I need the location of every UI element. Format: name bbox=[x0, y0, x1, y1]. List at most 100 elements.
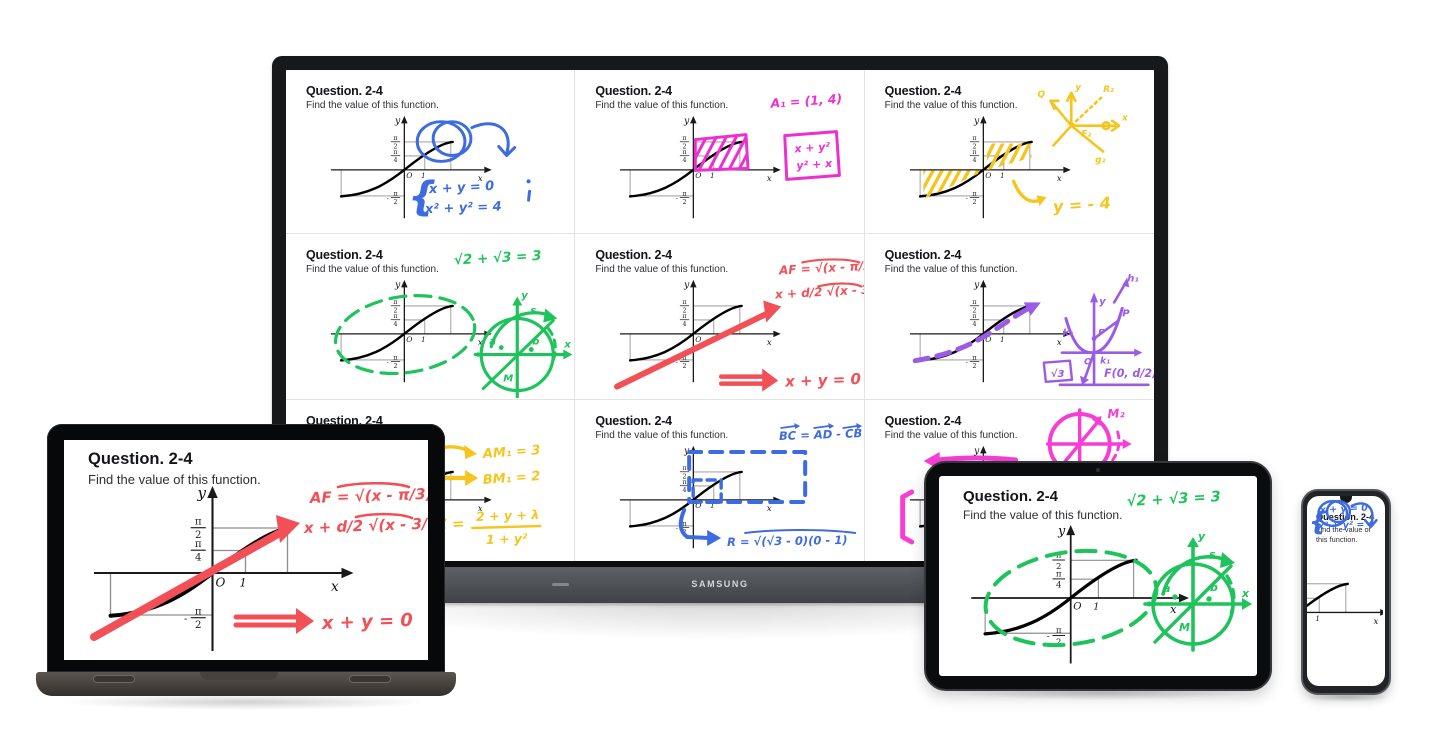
formula-3: x + y = 0 bbox=[784, 370, 862, 391]
question-title: Question. 2-4 bbox=[963, 488, 1059, 505]
circle-label-s: s bbox=[530, 305, 536, 316]
formula-2: x + d/2 √(x - 3/π) bbox=[774, 282, 864, 302]
label-y: y bbox=[1099, 296, 1106, 307]
brace: { bbox=[408, 174, 436, 220]
display-screen-edge bbox=[272, 561, 1168, 567]
box-line-2: y² + x bbox=[796, 157, 833, 173]
ink-annotation-magenta[interactable]: A₁ = (1, 4) x + y² y² + x bbox=[575, 70, 863, 233]
ray-label-R2: R₂ bbox=[1103, 85, 1114, 95]
subtitle-line-2: this function. bbox=[1316, 535, 1358, 544]
ink-annotation-green-tablet[interactable]: y s a b M x √2 + √3 = 3 bbox=[939, 476, 1257, 676]
whiteboard-cell-3[interactable]: Question. 2-4 Find the value of this fun… bbox=[864, 70, 1154, 234]
laptop: Question. 2-4 Find the value of this fun… bbox=[36, 424, 456, 700]
equation-2: x² + y² = 4 bbox=[1317, 519, 1375, 532]
whiteboard-cell-8[interactable]: Question. 2-4 Find the value of this fun… bbox=[575, 400, 865, 561]
hinge-left bbox=[94, 676, 134, 682]
question-subtitle: Find the value of this function. bbox=[306, 264, 439, 275]
label-k1: k₁ bbox=[1100, 357, 1110, 367]
whiteboard-cell-5[interactable]: Question. 2-4 Find the value of this fun… bbox=[575, 234, 865, 400]
circle-label-M: M bbox=[503, 374, 513, 385]
focus-formula: F(0, d/2) bbox=[1104, 367, 1154, 380]
radical-equation: √2 + √3 = 3 bbox=[1126, 488, 1221, 510]
question-subtitle: Find the value of this function. bbox=[884, 100, 1018, 111]
laptop-screen[interactable]: Question. 2-4 Find the value of this fun… bbox=[64, 440, 428, 660]
whiteboard-cell-6[interactable]: Question. 2-4 Find the value of this fun… bbox=[864, 234, 1154, 400]
laptop-base bbox=[36, 672, 456, 696]
radius-formula: R = √(√3 - 0)(0 - 1) bbox=[727, 533, 848, 549]
circle-label-b: b bbox=[532, 337, 539, 348]
box-line-1: x + y² bbox=[793, 140, 831, 156]
point-label: A₁ = (1, 4) bbox=[769, 91, 843, 111]
phone-equations: { x + y = 0 x² + y² = 4 bbox=[1309, 502, 1375, 537]
ink-annotation-green[interactable]: y s a b M x √2 + √3 = 3 bbox=[286, 234, 574, 399]
bar-slot-left bbox=[552, 583, 569, 586]
ink-annotation-purple[interactable]: h₁ P y k₂ F O k₁ F(0, d/2) √3 bbox=[865, 234, 1154, 399]
circle-label-y: y bbox=[521, 290, 528, 301]
unit-circle-diagram bbox=[473, 296, 573, 399]
ink-annotation-red[interactable]: AF = √(x - π/3) x + d/2 √(x - 3/π) x + y… bbox=[575, 234, 864, 399]
ray-label-x: x bbox=[1121, 114, 1128, 124]
label-F: F bbox=[1098, 329, 1105, 339]
question-title: Question. 2-4 bbox=[884, 84, 962, 98]
formula-1: AF = √(x - π/3) bbox=[778, 258, 864, 277]
subtitle-line-1: Find the value of bbox=[1316, 525, 1371, 534]
question-title: Question. 2-4 bbox=[306, 84, 383, 98]
circle-label-x: x bbox=[1241, 587, 1250, 600]
brace: { bbox=[1309, 507, 1328, 537]
circle-label-a: a bbox=[1163, 582, 1170, 595]
ray-label-Q: Q bbox=[1037, 90, 1045, 100]
tablet: Question. 2-4 Find the value of this fun… bbox=[924, 461, 1272, 691]
phone: Question. 2-4 Find the value of this fun… bbox=[1301, 489, 1391, 695]
question-subtitle: Find the value of this function. bbox=[595, 264, 729, 275]
lid-lift-notch bbox=[200, 672, 278, 680]
fraction-denominator: 1 + y² bbox=[486, 531, 529, 547]
question-subtitle: Find the value of this function. bbox=[1316, 525, 1371, 545]
question-title: Question. 2-4 bbox=[595, 84, 672, 98]
question-subtitle: Find the value of this function. bbox=[963, 508, 1123, 522]
length-2: BM₁ = 2 bbox=[482, 469, 540, 488]
ink-annotation-pink[interactable]: M₂ bbox=[865, 400, 1154, 561]
whiteboard-cell-4[interactable]: Question. 2-4 Find the value of this fun… bbox=[286, 234, 576, 400]
label-O: O bbox=[1084, 358, 1092, 368]
question-subtitle: Find the value of this function. bbox=[595, 100, 729, 111]
ray-label-y: y bbox=[1075, 83, 1082, 93]
whiteboard-cell-1[interactable]: Question. 2-4 Find the value of this fun… bbox=[286, 70, 576, 234]
question-title: Question. 2-4 bbox=[884, 248, 962, 262]
question-subtitle: Find the value of this function. bbox=[884, 264, 1018, 275]
question-title: Question. 2-4 bbox=[595, 414, 672, 428]
unit-circle-diagram bbox=[1143, 537, 1252, 652]
ink-annotation-blue[interactable]: { x + y = 0 x² + y² = 4 bbox=[286, 70, 574, 233]
formula-1: AF = √(x - π/3) bbox=[309, 485, 428, 507]
question-title: Question. 2-4 bbox=[595, 248, 672, 262]
tablet-screen[interactable]: Question. 2-4 Find the value of this fun… bbox=[939, 476, 1257, 676]
phone-screen[interactable]: Question. 2-4 Find the value of this fun… bbox=[1307, 496, 1385, 686]
whiteboard-cell-9[interactable]: Question. 2-4 Find the value of this fun… bbox=[865, 400, 1154, 561]
function-graph-crop bbox=[1307, 574, 1383, 628]
ray-label-g2: g₂ bbox=[1095, 155, 1105, 165]
formula-3: x + y = 0 bbox=[320, 610, 413, 634]
circle-label-s: s bbox=[1209, 548, 1216, 561]
ink-annotation-red-laptop[interactable]: AF = √(x - π/3) x + d/2 √(x - 3/π) x + y… bbox=[64, 440, 428, 660]
ink-annotation-blue2[interactable]: BC = AD - CB R = √(√3 - 0)(0 - 1) bbox=[575, 400, 863, 561]
tablet-camera bbox=[1096, 468, 1100, 472]
vector-equation: BC = AD - CB bbox=[779, 426, 863, 443]
question-subtitle: Find the value of this function. bbox=[884, 430, 1018, 441]
circle-label-y: y bbox=[1198, 530, 1206, 543]
circle-label-a: a bbox=[489, 337, 496, 348]
question-title: Question. 2-4 bbox=[1316, 512, 1375, 522]
circle-label-M: M bbox=[1179, 621, 1190, 634]
boxed-value: √3 bbox=[1051, 368, 1065, 380]
ink-annotation-blue-phone[interactable] bbox=[1307, 496, 1385, 550]
equation-1: x + y = 0 bbox=[428, 179, 495, 197]
ink-annotation-yellow[interactable]: Q y R₂ F₂ g₂ x y = - 4 bbox=[865, 70, 1154, 233]
question-subtitle: Find the value of this function. bbox=[306, 100, 439, 111]
phone-shadow bbox=[1306, 692, 1388, 702]
circle-label-x: x bbox=[563, 340, 571, 351]
ray-pencil-diagram bbox=[1048, 91, 1120, 153]
whiteboard-cell-2[interactable]: Question. 2-4 Find the value of this fun… bbox=[575, 70, 865, 234]
fraction-numerator: 2 + y + λ bbox=[476, 507, 540, 524]
question-title: Question. 2-4 bbox=[88, 450, 193, 468]
parabola-diagram bbox=[1042, 277, 1150, 387]
question-title: Question. 2-4 bbox=[306, 248, 383, 262]
